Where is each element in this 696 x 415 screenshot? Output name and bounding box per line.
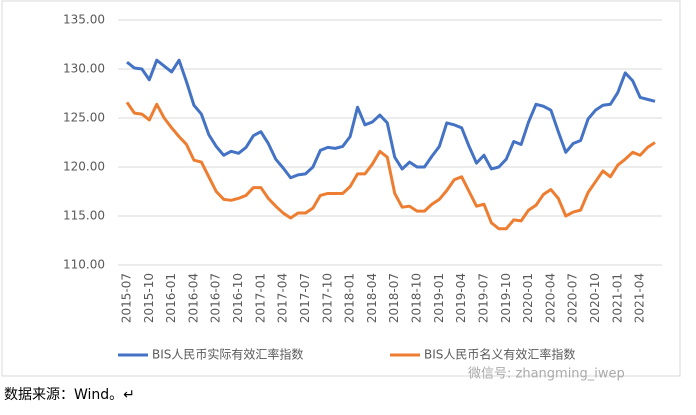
x-tick-label: 2017-07	[298, 273, 312, 323]
watermark: 微信号: zhangming_iwep	[468, 367, 625, 382]
x-tick-label: 2018-07	[387, 273, 401, 323]
x-tick-label: 2018-01	[343, 273, 357, 323]
x-tick-label: 2020-04	[543, 273, 557, 323]
y-tick-label: 120.00	[63, 160, 105, 174]
series-line	[125, 101, 656, 231]
x-tick-label: 2021-01	[610, 273, 624, 323]
y-tick-label: 110.00	[63, 258, 105, 272]
x-tick-label: 2021-04	[633, 273, 647, 323]
legend-label: BIS人民币名义有效汇率指数	[424, 347, 575, 362]
x-tick-label: 2019-04	[454, 273, 468, 323]
x-tick-label: 2020-01	[521, 273, 535, 323]
source-note: 数据来源：Wind。↵	[4, 387, 135, 403]
x-tick-label: 2020-07	[566, 273, 580, 323]
x-tick-label: 2018-10	[410, 273, 424, 323]
x-tick-label: 2019-01	[432, 273, 446, 323]
x-tick-label: 2015-10	[142, 273, 156, 323]
x-tick-label: 2018-04	[365, 273, 379, 323]
x-tick-label: 2015-07	[120, 273, 134, 323]
x-tick-label: 2016-10	[231, 273, 245, 323]
x-tick-label: 2016-04	[186, 273, 200, 323]
legend-label: BIS人民币实际有效汇率指数	[152, 347, 303, 362]
x-tick-label: 2016-01	[164, 273, 178, 323]
x-tick-label: 2017-10	[320, 273, 334, 323]
x-tick-label: 2017-04	[276, 273, 290, 323]
x-tick-label: 2020-10	[588, 273, 602, 323]
y-tick-label: 125.00	[63, 111, 105, 125]
x-tick-label: 2017-01	[253, 273, 267, 323]
y-tick-label: 115.00	[63, 209, 105, 223]
chart-frame	[1, 0, 681, 377]
x-tick-label: 2016-07	[209, 273, 223, 323]
series-line	[126, 58, 656, 180]
x-tick-label: 2019-10	[499, 273, 513, 323]
y-tick-label: 130.00	[63, 62, 105, 76]
y-tick-label: 135.00	[63, 13, 105, 27]
x-tick-label: 2019-07	[476, 273, 490, 323]
